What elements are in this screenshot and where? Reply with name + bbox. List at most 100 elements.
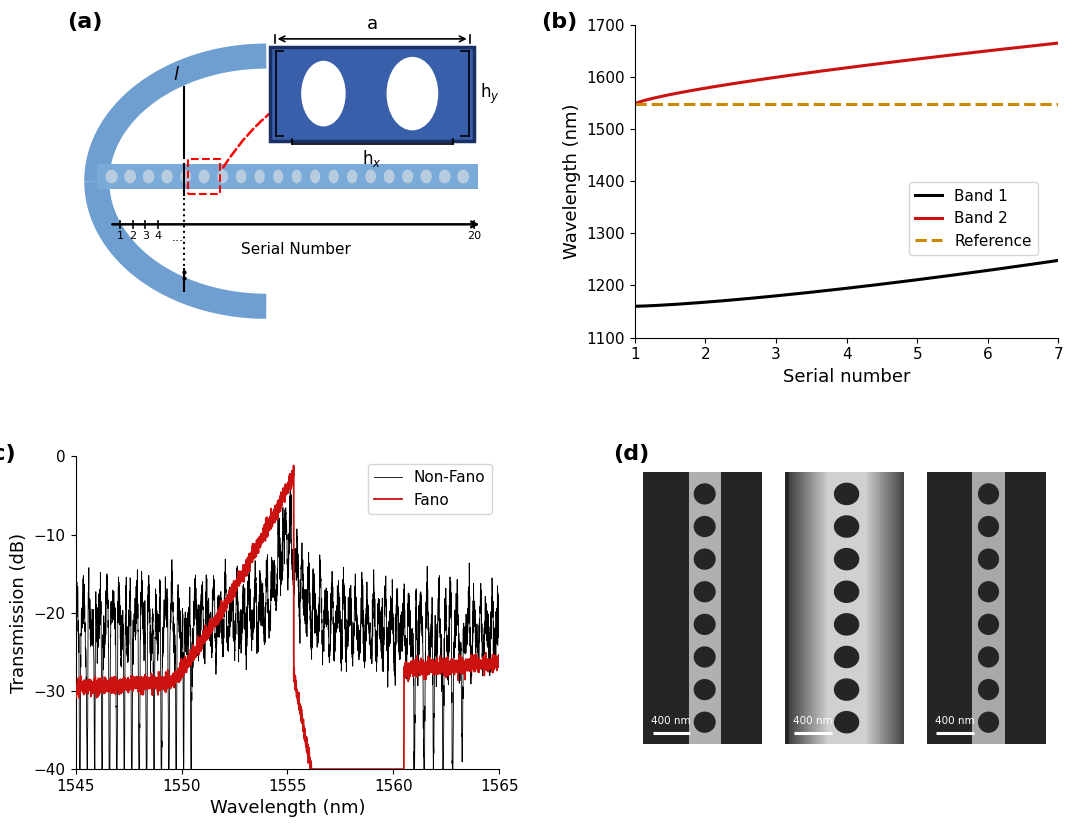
Ellipse shape xyxy=(977,711,999,733)
Bar xyxy=(896,472,897,744)
Text: 20: 20 xyxy=(467,231,481,241)
Ellipse shape xyxy=(693,516,716,538)
Text: Serial Number: Serial Number xyxy=(241,241,351,256)
Non-Fano xyxy=(270,590,283,600)
Bar xyxy=(927,472,1045,744)
Bar xyxy=(822,472,824,744)
Bar xyxy=(689,472,720,744)
Ellipse shape xyxy=(834,483,860,505)
Band 1 xyxy=(1015,261,1028,270)
Band 1 xyxy=(653,300,666,310)
Bar xyxy=(972,472,1004,744)
Ellipse shape xyxy=(161,170,173,184)
Text: (a): (a) xyxy=(67,12,103,32)
Bar xyxy=(809,472,810,744)
Bar xyxy=(794,472,795,744)
Text: 1: 1 xyxy=(117,231,123,241)
Reference xyxy=(557,99,570,109)
Bar xyxy=(816,472,819,744)
Y-axis label: Wavelength (nm): Wavelength (nm) xyxy=(563,103,581,259)
Bar xyxy=(821,472,822,744)
Bar xyxy=(899,472,900,744)
Fano xyxy=(69,686,82,696)
Ellipse shape xyxy=(365,170,376,184)
Bar xyxy=(797,472,798,744)
Bar xyxy=(894,472,896,744)
Bar xyxy=(864,472,866,744)
Band 2 xyxy=(653,92,666,102)
Bar xyxy=(881,472,882,744)
Ellipse shape xyxy=(693,581,716,602)
Bar xyxy=(826,472,827,744)
Text: (d): (d) xyxy=(613,444,650,464)
Bar xyxy=(893,472,894,744)
Ellipse shape xyxy=(273,170,283,184)
Bar xyxy=(796,472,797,744)
Bar xyxy=(270,46,474,141)
Ellipse shape xyxy=(834,515,860,538)
Bar xyxy=(819,472,820,744)
Ellipse shape xyxy=(977,548,999,570)
Bar xyxy=(867,472,868,744)
Ellipse shape xyxy=(693,614,716,635)
Bar xyxy=(644,472,761,744)
Text: h$_x$: h$_x$ xyxy=(362,148,382,169)
Ellipse shape xyxy=(693,711,716,733)
Bar xyxy=(897,472,899,744)
Bar xyxy=(808,472,809,744)
Ellipse shape xyxy=(347,170,357,184)
Ellipse shape xyxy=(301,60,346,127)
Bar xyxy=(815,472,816,744)
Bar xyxy=(791,472,792,744)
Fano xyxy=(492,651,505,661)
Fano xyxy=(459,664,472,674)
Ellipse shape xyxy=(402,170,414,184)
Band 1 xyxy=(707,297,720,307)
Ellipse shape xyxy=(180,170,191,184)
Bar xyxy=(885,472,886,744)
Text: 4: 4 xyxy=(154,231,162,241)
Text: (b): (b) xyxy=(541,12,578,32)
Band 1 xyxy=(1030,259,1043,269)
Bar xyxy=(798,472,800,744)
Ellipse shape xyxy=(457,170,469,184)
Band 1 xyxy=(741,294,754,304)
Bar xyxy=(889,472,891,744)
Fano xyxy=(270,504,283,514)
Bar xyxy=(903,472,904,744)
Ellipse shape xyxy=(693,548,716,570)
Bar xyxy=(813,472,814,744)
Ellipse shape xyxy=(217,170,228,184)
Text: h$_y$: h$_y$ xyxy=(481,82,500,106)
Band 2 xyxy=(629,99,642,109)
Ellipse shape xyxy=(387,57,438,131)
Band 2 xyxy=(1030,41,1043,50)
Ellipse shape xyxy=(834,646,860,668)
Non-Fano xyxy=(492,604,505,614)
Non-Fano xyxy=(251,617,264,627)
Band 2 xyxy=(646,93,659,103)
X-axis label: Serial number: Serial number xyxy=(783,368,910,386)
Band 2 xyxy=(741,76,754,86)
Text: 3: 3 xyxy=(141,231,149,241)
Ellipse shape xyxy=(199,170,210,184)
Line: Band 2: Band 2 xyxy=(635,43,1058,104)
Bar xyxy=(892,472,893,744)
Bar xyxy=(795,472,796,744)
Text: l: l xyxy=(174,66,178,84)
Bar xyxy=(873,472,874,744)
Bar xyxy=(827,472,828,744)
Ellipse shape xyxy=(106,170,118,184)
Bar xyxy=(874,472,875,744)
Ellipse shape xyxy=(438,170,450,184)
Bar xyxy=(800,472,801,744)
Ellipse shape xyxy=(310,170,321,184)
Ellipse shape xyxy=(834,711,860,734)
Non-Fano xyxy=(459,637,472,647)
Ellipse shape xyxy=(143,170,154,184)
Text: 400 nm: 400 nm xyxy=(935,716,975,726)
Bar xyxy=(879,472,880,744)
Bar xyxy=(785,472,904,744)
X-axis label: Wavelength (nm): Wavelength (nm) xyxy=(210,800,365,817)
Band 2 xyxy=(1052,38,1065,48)
